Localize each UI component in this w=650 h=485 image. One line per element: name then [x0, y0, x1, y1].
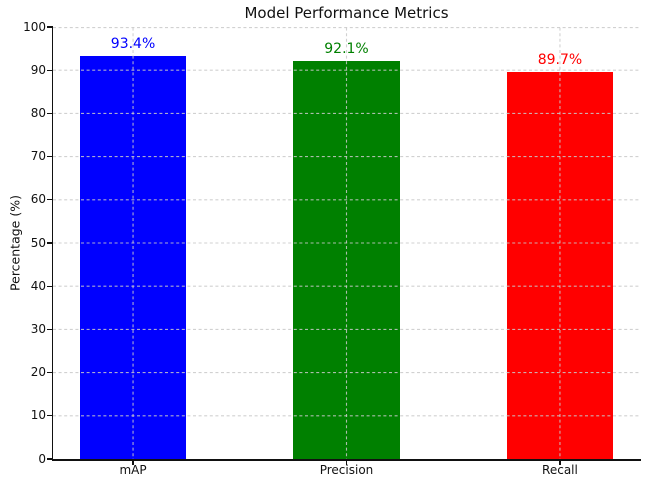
y-tick-label: 20: [30, 365, 46, 380]
bar-recall: [506, 71, 614, 459]
bar-value-label: 93.4%: [110, 35, 156, 52]
y-tick-mark: [47, 285, 52, 287]
plot-area: 93.4% 92.1% 89.7%: [53, 27, 640, 459]
bar-value-label: 92.1%: [324, 41, 369, 58]
y-tick-label: 50: [30, 235, 46, 250]
x-tick-mark: [345, 460, 348, 465]
bar-precision: [293, 61, 400, 459]
y-axis-spine: [51, 26, 53, 461]
y-tick-label: 10: [30, 408, 46, 423]
chart-title: Model Performance Metrics: [244, 4, 449, 22]
y-tick-mark: [47, 155, 52, 158]
y-tick-mark: [47, 415, 52, 417]
y-tick-label: 90: [30, 62, 46, 77]
y-tick-label: 0: [38, 451, 46, 466]
y-tick-mark: [47, 328, 52, 331]
y-tick-mark: [47, 26, 52, 28]
y-tick-label: 60: [30, 192, 46, 207]
y-tick-label: 100: [23, 19, 46, 34]
y-tick-mark: [47, 242, 52, 244]
y-tick-label: 40: [30, 278, 46, 293]
x-tick-mark: [559, 460, 561, 465]
y-tick-mark: [47, 371, 52, 374]
y-tick-mark: [47, 69, 52, 71]
y-tick-label: 70: [30, 149, 46, 164]
y-tick-mark: [47, 458, 52, 460]
x-tick-label: mAP: [119, 463, 147, 477]
y-tick-label: 30: [30, 321, 46, 336]
x-axis-spine: [51, 459, 641, 461]
bar-map: [79, 55, 187, 459]
y-tick-mark: [47, 112, 52, 115]
bar-value-label: 89.7%: [537, 51, 583, 68]
x-tick-mark: [132, 460, 134, 465]
y-tick-label: 80: [30, 105, 46, 120]
x-tick-label: Precision: [319, 463, 374, 477]
x-tick-label: Recall: [542, 463, 578, 477]
y-tick-mark: [47, 199, 52, 201]
